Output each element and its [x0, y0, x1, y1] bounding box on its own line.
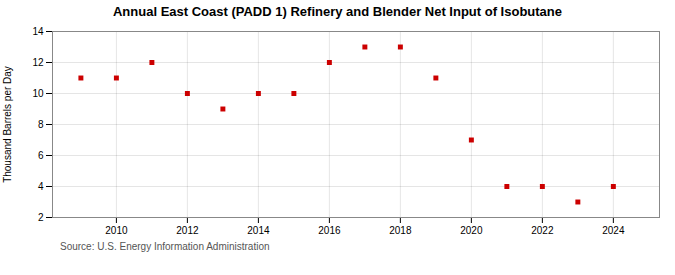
- svg-text:2016: 2016: [318, 225, 341, 236]
- svg-text:Thousand Barrels per Day: Thousand Barrels per Day: [2, 66, 13, 183]
- svg-text:4: 4: [38, 181, 44, 192]
- svg-text:12: 12: [32, 57, 44, 68]
- html-text:Annual East Coast (PADD 1) Ref: Annual East Coast (PADD 1) Refinery and …: [113, 4, 562, 19]
- html-text:Source: U.S. Energy Informatio: Source: U.S. Energy Information Administ…: [60, 241, 270, 252]
- svg-text:10: 10: [32, 88, 44, 99]
- svg-text:8: 8: [38, 119, 44, 130]
- svg-text:2014: 2014: [247, 225, 270, 236]
- svg-text:2010: 2010: [105, 225, 128, 236]
- svg-text:2018: 2018: [389, 225, 412, 236]
- svg-text:6: 6: [38, 150, 44, 161]
- svg-text:2012: 2012: [176, 225, 199, 236]
- svg-text:14: 14: [32, 26, 44, 37]
- svg-text:2024: 2024: [602, 225, 625, 236]
- svg-text:2020: 2020: [460, 225, 483, 236]
- svg-text:2: 2: [38, 212, 44, 223]
- svg-text:2022: 2022: [531, 225, 554, 236]
